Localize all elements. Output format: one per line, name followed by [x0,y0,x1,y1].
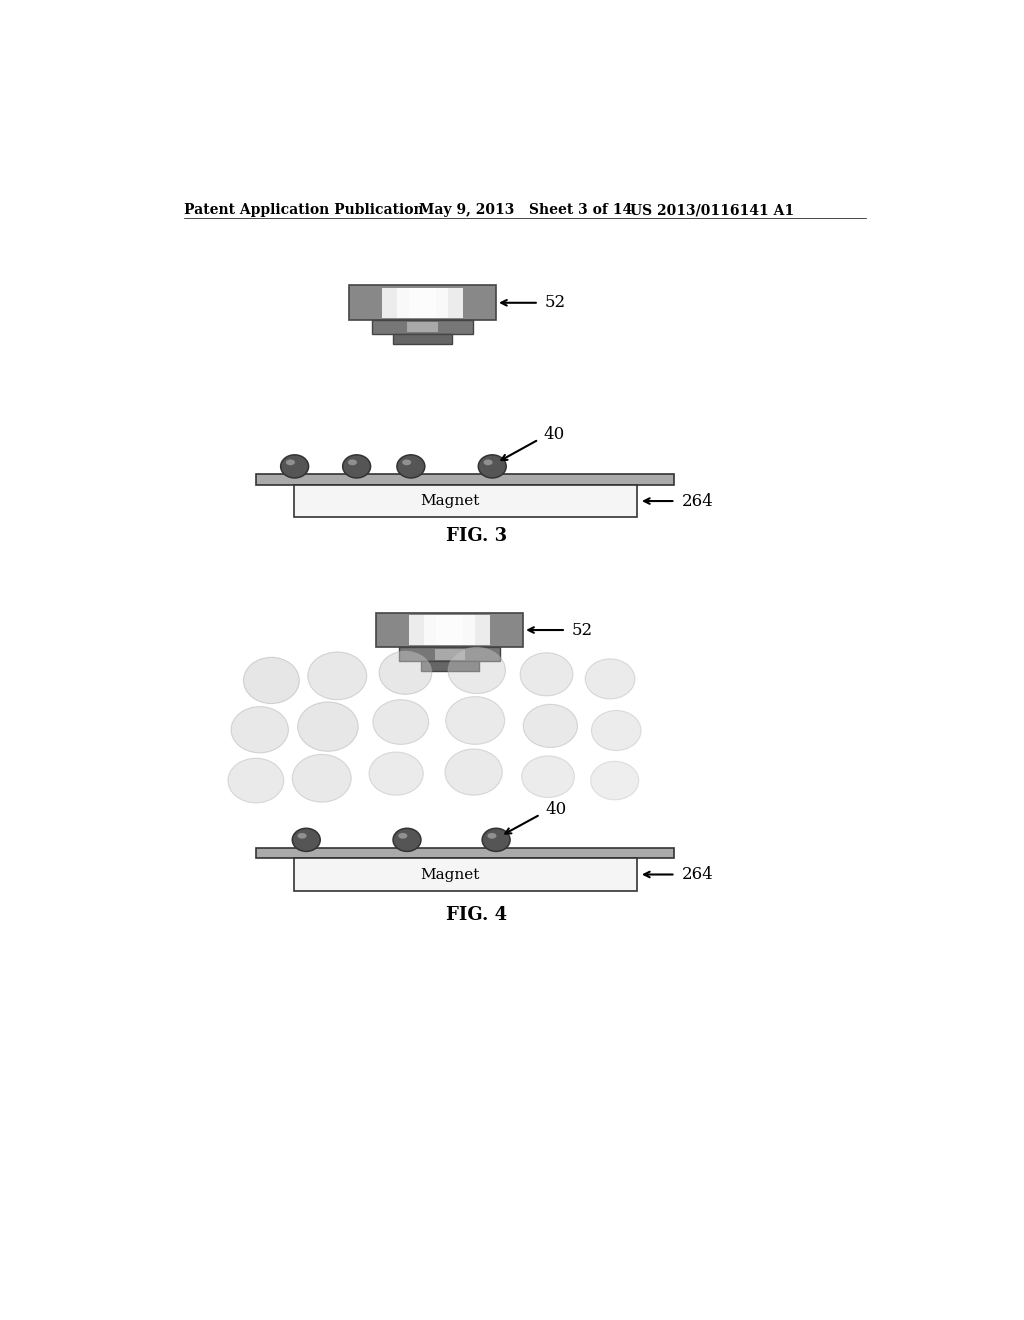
Ellipse shape [228,758,284,803]
Ellipse shape [298,702,358,751]
Bar [410,288,436,318]
Ellipse shape [487,833,497,838]
Ellipse shape [348,459,357,465]
Ellipse shape [449,647,506,693]
Bar [393,334,452,345]
Ellipse shape [292,829,321,851]
Ellipse shape [586,659,635,700]
Bar [396,288,449,318]
Text: FIG. 3: FIG. 3 [446,527,507,545]
Bar [376,612,523,647]
Ellipse shape [393,829,421,851]
Bar [434,649,465,660]
Ellipse shape [445,748,503,795]
Ellipse shape [482,829,510,851]
Ellipse shape [369,752,423,795]
Bar [372,321,473,334]
Bar [424,615,475,645]
Ellipse shape [397,455,425,478]
Bar [382,288,463,318]
Ellipse shape [398,833,408,838]
Ellipse shape [521,756,574,797]
Ellipse shape [298,833,306,838]
Bar [349,285,496,321]
Text: Magnet: Magnet [420,494,479,508]
Ellipse shape [286,459,295,465]
Ellipse shape [523,705,578,747]
Ellipse shape [445,697,505,744]
Ellipse shape [478,455,506,478]
Bar [372,321,473,334]
Text: May 9, 2013   Sheet 3 of 14: May 9, 2013 Sheet 3 of 14 [419,203,632,216]
Bar [436,615,463,645]
Bar [421,661,478,671]
Ellipse shape [402,459,412,465]
Ellipse shape [592,710,641,751]
Bar [399,647,500,661]
Ellipse shape [308,652,367,700]
Bar [349,285,496,321]
Ellipse shape [373,700,429,744]
Bar [256,847,675,858]
Ellipse shape [244,657,299,704]
Text: 264: 264 [682,866,714,883]
Bar [294,484,637,517]
Text: Patent Application Publication: Patent Application Publication [183,203,424,216]
Ellipse shape [343,455,371,478]
Text: 52: 52 [572,622,593,639]
Ellipse shape [281,455,308,478]
Bar [408,322,437,333]
Ellipse shape [292,755,351,803]
Text: 40: 40 [545,800,566,817]
Bar [393,334,452,345]
Bar [294,858,637,891]
Bar [256,474,675,484]
Text: FIG. 4: FIG. 4 [446,906,507,924]
Text: 40: 40 [544,425,564,442]
Bar [256,847,675,858]
Text: US 2013/0116141 A1: US 2013/0116141 A1 [630,203,795,216]
Bar [256,474,675,484]
Ellipse shape [520,653,572,696]
Ellipse shape [591,762,639,800]
Text: Magnet: Magnet [420,867,479,882]
Ellipse shape [379,651,432,694]
Bar [399,647,500,661]
Bar [421,661,478,671]
Bar [376,612,523,647]
Bar [410,615,490,645]
Text: 264: 264 [682,492,714,510]
Ellipse shape [231,706,289,752]
Text: 52: 52 [545,294,566,312]
Ellipse shape [483,459,493,465]
